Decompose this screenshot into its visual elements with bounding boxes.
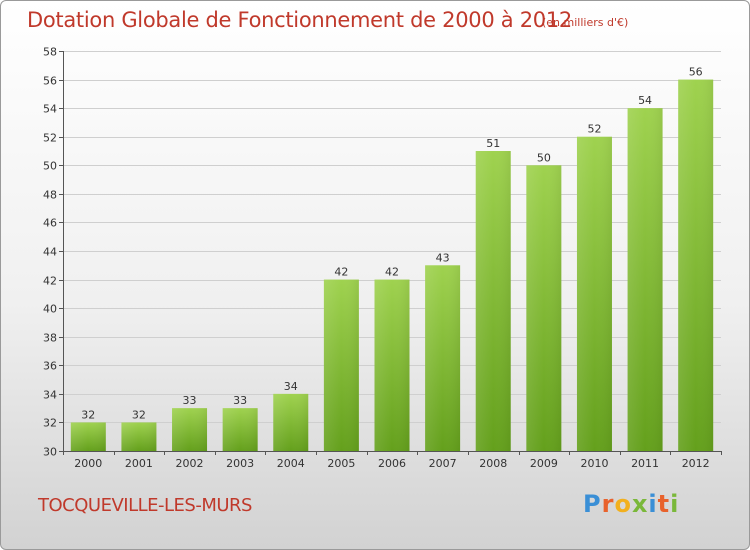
bar-shine [678, 79, 714, 452]
y-tick-label: 38 [43, 332, 57, 345]
logo-letter: r [601, 490, 615, 518]
data-label: 33 [233, 394, 247, 407]
y-tick-label: 34 [43, 389, 57, 402]
y-tick-label: 56 [43, 75, 57, 88]
bar-shine [374, 279, 410, 451]
data-label: 33 [183, 394, 197, 407]
y-tick-label: 40 [43, 303, 57, 316]
data-label: 52 [587, 123, 601, 136]
data-label: 54 [638, 94, 652, 107]
y-tick-label: 30 [43, 446, 57, 459]
data-label: 51 [486, 137, 500, 150]
x-tick-label: 2000 [74, 457, 102, 470]
bar-shine [172, 408, 208, 451]
y-tick-label: 42 [43, 275, 57, 288]
bar-shine [121, 422, 157, 451]
logo-letter: t [657, 490, 671, 518]
y-tick-label: 46 [43, 217, 57, 230]
x-tick-label: 2002 [176, 457, 204, 470]
bar-shine [526, 165, 562, 452]
x-tick-label: 2008 [479, 457, 507, 470]
x-tick-label: 2011 [631, 457, 659, 470]
commune-name: TOCQUEVILLE-LES-MURS [38, 495, 252, 516]
x-tick-label: 2010 [580, 457, 608, 470]
x-tick-label: 2012 [682, 457, 710, 470]
data-label: 32 [132, 408, 146, 421]
data-label: 42 [385, 266, 399, 279]
axes [59, 51, 722, 455]
bar-shine [222, 408, 258, 451]
logo-letter: P [583, 490, 602, 518]
bar-shine [627, 108, 663, 452]
data-label: 42 [334, 266, 348, 279]
bar-shine [576, 136, 612, 451]
y-tick-label: 44 [43, 246, 57, 259]
data-label: 43 [436, 251, 450, 264]
bar-shine [273, 393, 309, 451]
data-label: 50 [537, 151, 551, 164]
logo-letter: i [648, 490, 658, 518]
x-tick-label: 2009 [530, 457, 558, 470]
chart-subtitle: (en milliers d'€) [542, 16, 629, 29]
x-tick-label: 2007 [429, 457, 457, 470]
proxiti-logo[interactable]: Proxiti [583, 490, 679, 518]
data-label: 34 [284, 380, 298, 393]
data-label: 56 [689, 66, 703, 79]
x-tick-label: 2003 [226, 457, 254, 470]
logo-letter: o [614, 490, 632, 518]
logo-letter: x [631, 490, 649, 518]
x-tick-label: 2001 [125, 457, 153, 470]
bar-shine [323, 279, 359, 451]
bars [70, 79, 714, 452]
y-tick-label: 54 [43, 103, 57, 116]
y-tick-label: 36 [43, 360, 57, 373]
y-tick-label: 52 [43, 132, 57, 145]
data-label: 32 [81, 408, 95, 421]
bar-shine [70, 422, 106, 451]
bar-shine [475, 151, 511, 451]
labels: 30 32 34 36 38 40 42 44 46 48 50 52 54 56 58 32 2000 32 20… [43, 46, 710, 471]
y-tick-label: 32 [43, 417, 57, 430]
logo-letter: i [670, 490, 680, 518]
bar-shine [425, 265, 461, 451]
y-tick-label: 48 [43, 189, 57, 202]
y-tick-label: 58 [43, 46, 57, 59]
x-tick-label: 2006 [378, 457, 406, 470]
y-tick-label: 50 [43, 160, 57, 173]
x-tick-label: 2004 [277, 457, 305, 470]
x-tick-label: 2005 [327, 457, 355, 470]
chart-title: Dotation Globale de Fonctionnement de 20… [27, 8, 572, 32]
